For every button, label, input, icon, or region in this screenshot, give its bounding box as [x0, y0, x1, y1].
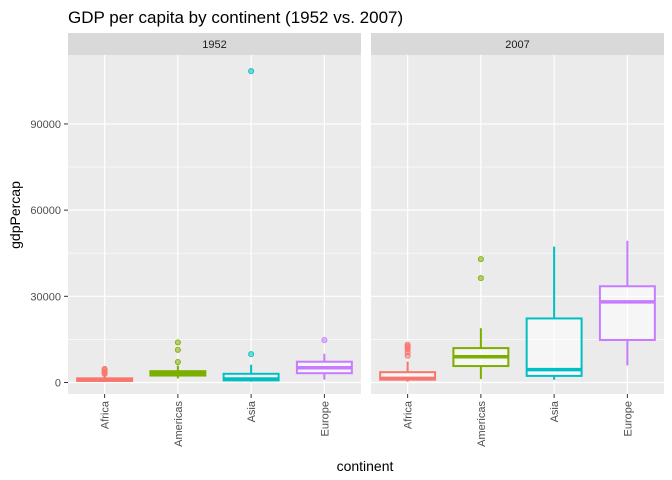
- box-americas: [452, 256, 510, 380]
- y-axis: 0 30000 60000 90000: [30, 119, 68, 390]
- x-tick-label: Asia: [549, 400, 561, 422]
- x-tick-label: Africa: [403, 400, 415, 429]
- panel-background: [68, 55, 361, 394]
- facet-strip-label: 1952: [202, 39, 226, 51]
- box-europe: [295, 337, 353, 380]
- facet-strip: [371, 33, 664, 55]
- outlier-point: [248, 351, 255, 358]
- y-axis-title: gdpPercap: [7, 181, 23, 249]
- box-iqr: [598, 285, 656, 341]
- x-tick-label: Asia: [246, 400, 258, 422]
- facet-panel-1952: 1952 Africa Americas Asia Europe: [68, 33, 361, 447]
- box-americas: [149, 339, 207, 379]
- facet-panel-2007: 2007 Africa Americas Asia Europe: [371, 33, 664, 447]
- x-tick-label: Africa: [100, 400, 112, 429]
- chart-title: GDP per capita by continent (1952 vs. 20…: [68, 8, 403, 27]
- x-axis-title: continent: [337, 458, 394, 474]
- y-tick-label: 30000: [30, 291, 61, 303]
- outlier-point: [174, 339, 181, 346]
- panel-background: [371, 55, 664, 394]
- box-africa: [76, 365, 134, 382]
- box-iqr: [525, 317, 583, 377]
- box-africa: [379, 341, 437, 382]
- box-asia: [525, 246, 583, 380]
- outlier-point: [321, 337, 328, 344]
- box-europe: [598, 240, 656, 366]
- outlier-point: [101, 365, 108, 372]
- outlier-point: [477, 256, 484, 263]
- outlier-point: [174, 358, 181, 365]
- x-tick-label: Americas: [173, 401, 185, 447]
- outlier-point: [477, 275, 484, 282]
- facet-panels: 1952 Africa Americas Asia Europe 2007 Africa Am…: [68, 33, 664, 447]
- x-tick-label: Americas: [476, 401, 488, 447]
- outlier-point: [404, 341, 411, 348]
- outlier-point: [248, 68, 255, 75]
- y-tick-label: 0: [55, 378, 61, 390]
- facet-strip-label: 2007: [505, 39, 529, 51]
- y-tick-label: 60000: [30, 205, 61, 217]
- box-asia: [222, 68, 280, 382]
- x-tick-label: Europe: [319, 401, 331, 436]
- outlier-point: [174, 346, 181, 353]
- x-tick-label: Europe: [622, 401, 634, 436]
- facet-strip: [68, 33, 361, 55]
- y-tick-label: 90000: [30, 119, 61, 131]
